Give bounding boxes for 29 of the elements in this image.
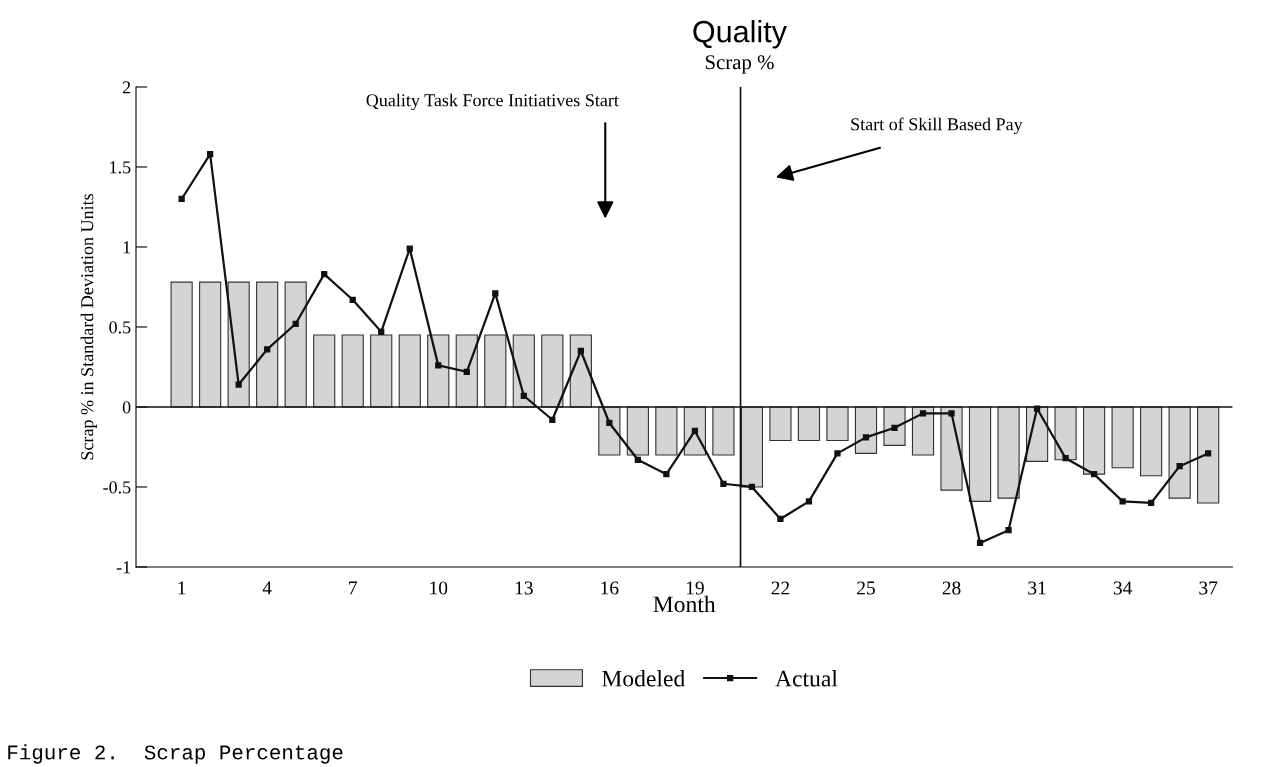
x-tick-label: 7	[349, 581, 358, 595]
y-tick-label: 1.5	[110, 161, 131, 174]
annotation: Start of Skill Based Pay	[851, 117, 1023, 135]
y-tick-label: 2	[122, 81, 131, 94]
x-tick-label: 10	[430, 581, 448, 595]
x-tick-label: 13	[515, 581, 533, 595]
x-tick-label: 22	[771, 581, 790, 595]
y-tick-label: -0.5	[103, 481, 131, 494]
caption: Figure 2. Scrap Percentage	[8, 744, 343, 764]
x-tick-label: 31	[1028, 581, 1046, 595]
x-tick-label: 1	[178, 581, 186, 595]
y-tick-label: 0.5	[109, 321, 131, 334]
annotation: Quality Task Force Initiatives Start	[366, 93, 619, 111]
chart-subtitle: Scrap %	[705, 55, 774, 74]
y-tick-label: 1	[123, 241, 131, 254]
x-tick-label: 4	[262, 581, 272, 595]
y-tick-label: 0	[122, 401, 131, 414]
x-tick-label: 28	[942, 581, 961, 595]
y-tick-label: -1	[116, 561, 131, 574]
x-tick-label: 37	[1199, 581, 1218, 595]
x-axis-title: Month	[653, 595, 716, 613]
chart-title: Quality	[693, 20, 787, 49]
x-tick-label: 34	[1113, 581, 1133, 595]
x-tick-label: 19	[686, 581, 704, 595]
x-tick-label: 16	[601, 581, 619, 595]
legend-label: Actual	[775, 669, 838, 687]
y-axis-title: Scrap % in Standard Deviation Units	[80, 193, 98, 460]
legend-label: Modeled	[602, 669, 685, 687]
x-tick-label: 25	[857, 581, 875, 595]
